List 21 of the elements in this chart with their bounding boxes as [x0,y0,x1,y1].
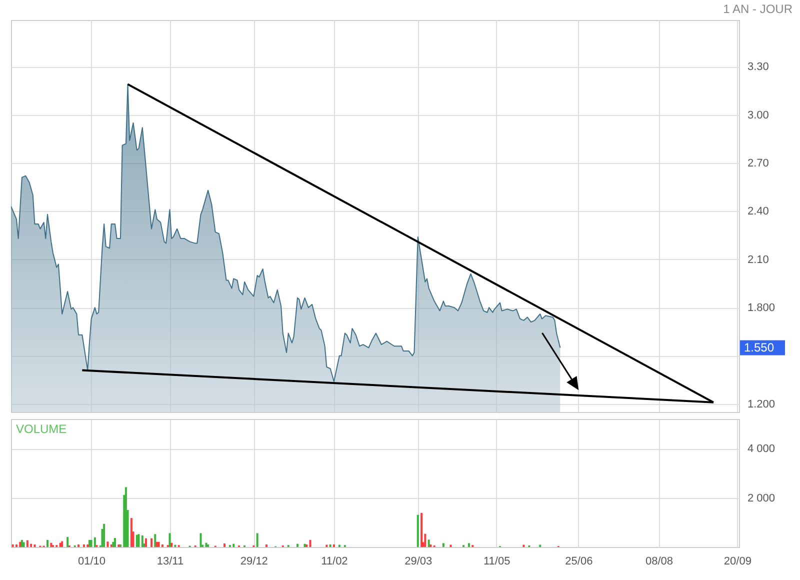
x-tick-label: 01/10 [78,556,106,568]
x-tick-label: 13/11 [156,556,184,568]
text: 1.550 [744,340,774,355]
x-tick-label: 11/05 [483,556,510,568]
x-tick-label: 11/02 [321,556,348,568]
y-tick-label: 2.10 [748,254,769,266]
y-tick-label: 1.200 [748,398,776,410]
x-tick-label: 20/09 [724,556,752,568]
y-tick-label: 4 000 [748,443,776,456]
x-tick-label: 25/06 [565,556,593,568]
y-tick-label: 3.00 [748,109,769,122]
y-tick-label: 1.800 [748,302,776,314]
x-tick-label: 29/12 [240,556,268,568]
y-tick-label: 2.70 [748,157,769,170]
x-tick-label: 08/08 [645,556,673,568]
text: 1 AN - JOUR [723,2,793,16]
y-tick-label: 3.30 [748,61,769,74]
x-tick-label: 29/03 [404,556,432,568]
y-tick-label: 2 000 [748,492,776,504]
chart-title: VOLUME [16,422,67,436]
y-tick-label: 2.40 [748,206,769,218]
